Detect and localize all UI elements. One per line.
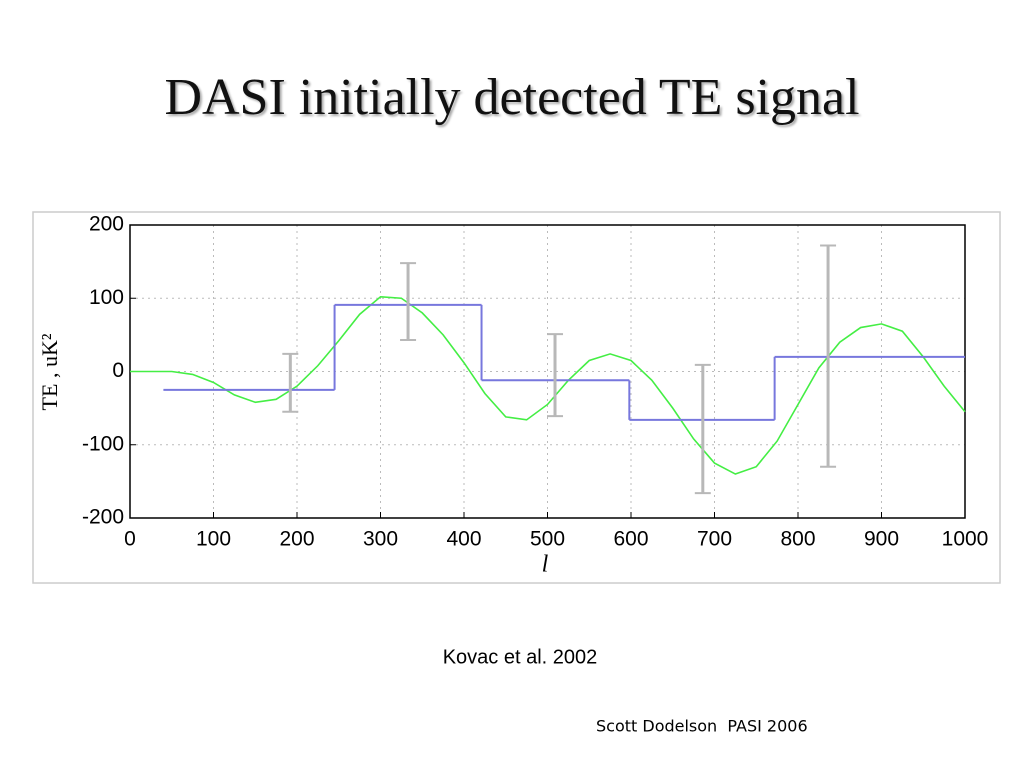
x-axis-label: l [542,552,549,578]
x-tick-label: 200 [279,528,314,551]
x-tick-label: 1000 [942,528,989,551]
y-tick-label: 100 [89,286,124,309]
x-tick-label: 300 [363,528,398,551]
y-tick-label: -100 [82,432,124,455]
y-tick-label: 200 [89,213,124,236]
x-tick-label: 700 [697,528,732,551]
caption: Kovac et al. 2002 [443,646,598,668]
x-tick-label: 500 [530,528,565,551]
footer: Scott Dodelson PASI 2006 [596,717,808,736]
chart-frame [32,211,1001,584]
x-tick-label: 800 [780,528,815,551]
y-tick-label: -200 [82,506,124,529]
x-tick-label: 0 [124,528,136,551]
x-tick-label: 900 [864,528,899,551]
x-tick-label: 400 [446,528,481,551]
slide-title: DASI initially detected TE signal [164,69,860,126]
theory-curve [130,295,966,475]
y-axis-label: TE , uK² [37,333,62,410]
x-tick-label: 600 [613,528,648,551]
y-tick-label: 0 [112,359,124,382]
x-tick-label: 100 [196,528,231,551]
